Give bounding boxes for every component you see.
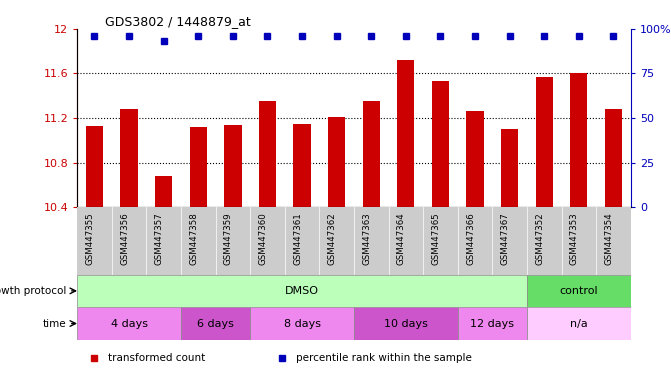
Text: 8 days: 8 days — [284, 318, 321, 329]
Text: GSM447363: GSM447363 — [362, 213, 371, 265]
Text: GSM447366: GSM447366 — [466, 213, 475, 265]
Bar — [527, 307, 631, 340]
Bar — [181, 307, 250, 340]
Bar — [466, 111, 484, 207]
Bar — [190, 127, 207, 207]
Text: GSM447367: GSM447367 — [501, 213, 510, 265]
Bar — [293, 124, 311, 207]
Bar — [527, 275, 631, 307]
Text: 12 days: 12 days — [470, 318, 515, 329]
Text: GDS3802 / 1448879_at: GDS3802 / 1448879_at — [105, 15, 250, 28]
Bar — [605, 109, 622, 207]
Text: GSM447360: GSM447360 — [258, 213, 268, 265]
Bar — [432, 81, 449, 207]
Text: GSM447356: GSM447356 — [120, 213, 129, 265]
Bar — [77, 275, 527, 307]
Bar — [535, 77, 553, 207]
Bar — [86, 126, 103, 207]
Bar — [570, 73, 588, 207]
Bar — [501, 129, 518, 207]
Bar — [155, 176, 172, 207]
Text: percentile rank within the sample: percentile rank within the sample — [296, 353, 472, 363]
Text: GSM447359: GSM447359 — [224, 213, 233, 265]
Text: time: time — [42, 318, 66, 329]
Text: GSM447353: GSM447353 — [570, 213, 579, 265]
Text: 4 days: 4 days — [111, 318, 148, 329]
Text: transformed count: transformed count — [107, 353, 205, 363]
Bar — [120, 109, 138, 207]
Text: 10 days: 10 days — [384, 318, 428, 329]
Bar — [458, 307, 527, 340]
Text: GSM447362: GSM447362 — [327, 213, 337, 265]
Bar — [362, 101, 380, 207]
Text: DMSO: DMSO — [285, 286, 319, 296]
Bar — [77, 307, 181, 340]
Text: 6 days: 6 days — [197, 318, 234, 329]
Text: GSM447352: GSM447352 — [535, 213, 544, 265]
Bar — [328, 117, 346, 207]
Text: n/a: n/a — [570, 318, 588, 329]
Text: GSM447354: GSM447354 — [605, 213, 613, 265]
Text: GSM447357: GSM447357 — [154, 213, 164, 265]
Text: GSM447361: GSM447361 — [293, 213, 302, 265]
Text: GSM447365: GSM447365 — [431, 213, 440, 265]
Bar — [397, 60, 415, 207]
Bar — [259, 101, 276, 207]
Text: GSM447364: GSM447364 — [397, 213, 406, 265]
Text: control: control — [560, 286, 598, 296]
Bar — [250, 307, 354, 340]
Text: GSM447355: GSM447355 — [85, 213, 95, 265]
Bar — [224, 125, 242, 207]
Text: GSM447358: GSM447358 — [189, 213, 198, 265]
Text: growth protocol: growth protocol — [0, 286, 66, 296]
Bar — [354, 307, 458, 340]
